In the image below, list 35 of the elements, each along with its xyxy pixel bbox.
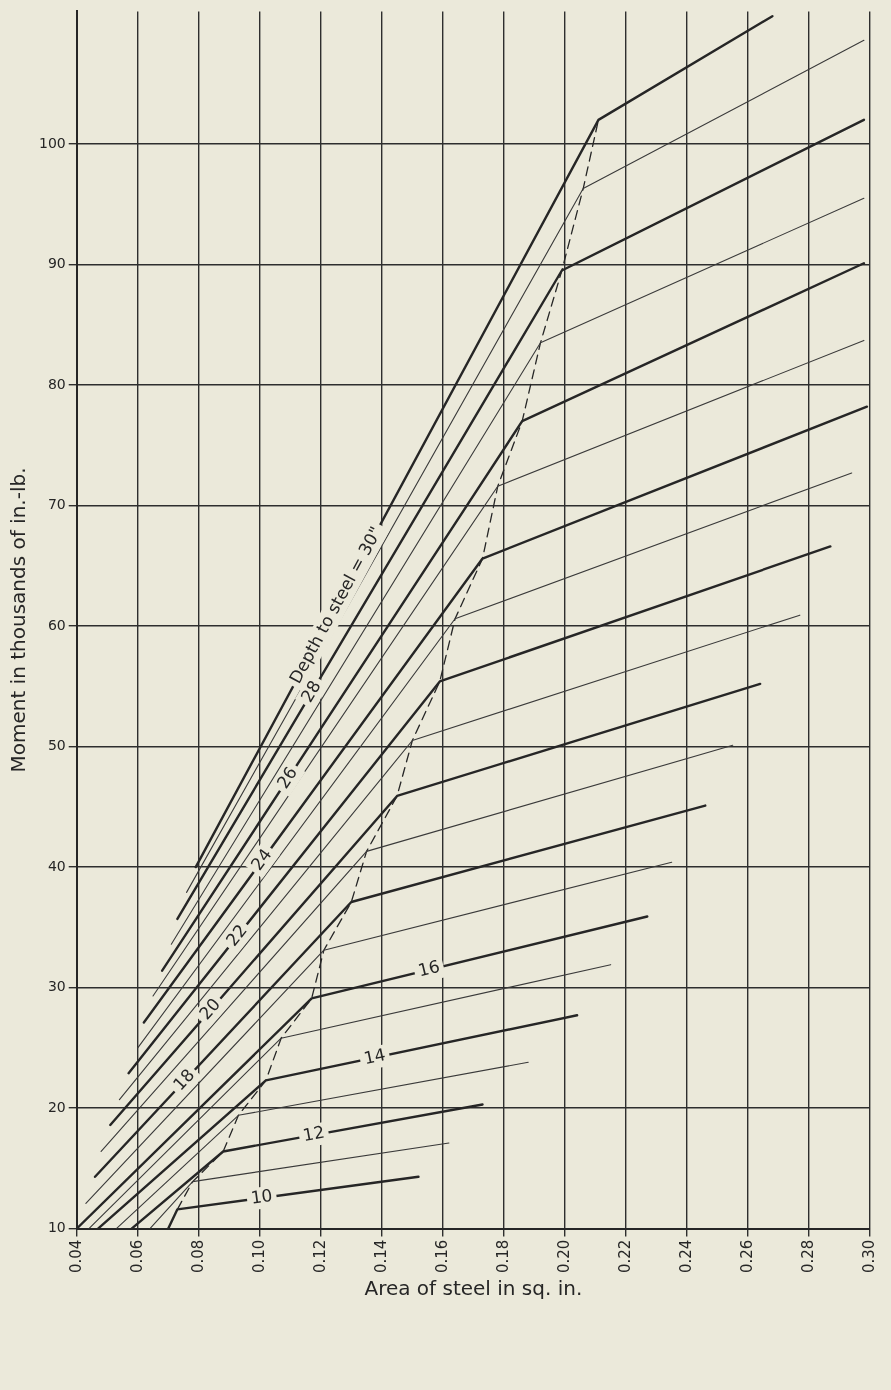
text: 24 <box>246 844 276 874</box>
x-tick-label: 0.16 <box>432 1239 451 1274</box>
x-tick-label: 0.28 <box>798 1239 817 1274</box>
x-tick-label: 0.22 <box>615 1239 634 1274</box>
y-tick-label: 50 <box>47 737 66 754</box>
y-tick-label: 30 <box>47 978 66 995</box>
y-tick-label: 10 <box>47 1219 66 1236</box>
y-tick-label: 90 <box>47 255 66 272</box>
y-tick-label: 100 <box>38 134 66 151</box>
y-tick-label: 20 <box>47 1098 66 1115</box>
x-tick-label: 0.04 <box>66 1239 85 1274</box>
text: 10 <box>249 1185 274 1208</box>
x-tick-label: 0.26 <box>737 1239 756 1274</box>
y-tick-label: 40 <box>47 857 66 874</box>
y-tick-label: 70 <box>47 496 66 513</box>
text: 22 <box>221 920 251 950</box>
text: 14 <box>361 1044 388 1069</box>
y-axis-title: Moment in thousands of in.-lb. <box>6 467 31 773</box>
x-tick-label: 0.18 <box>493 1239 512 1274</box>
x-tick-label: 0.30 <box>859 1239 878 1274</box>
x-tick-label: 0.10 <box>249 1239 268 1274</box>
x-tick-label: 0.08 <box>188 1239 207 1274</box>
text: 16 <box>415 955 442 981</box>
x-tick-label: 0.20 <box>554 1239 573 1274</box>
text: 18 <box>168 1064 199 1095</box>
text: 20 <box>194 994 225 1024</box>
x-tick-label: 0.06 <box>127 1239 146 1274</box>
x-tick-label: 0.12 <box>310 1239 329 1274</box>
x-tick-label: 0.24 <box>676 1239 695 1274</box>
y-tick-label: 60 <box>47 616 66 633</box>
x-tick-label: 0.14 <box>371 1239 390 1274</box>
text: 26 <box>272 762 302 793</box>
text: 12 <box>301 1121 327 1146</box>
y-tick-label: 80 <box>47 375 66 392</box>
x-axis-title: Area of steel in sq. in. <box>364 1276 583 1301</box>
